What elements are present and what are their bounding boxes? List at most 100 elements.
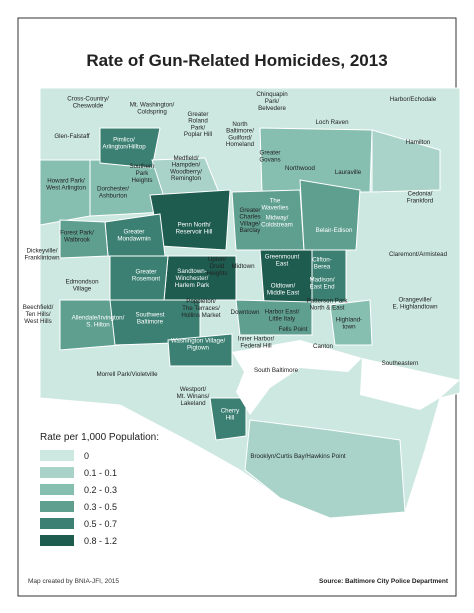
label-line: Medfield/ xyxy=(173,155,198,162)
label-line: Southern xyxy=(129,163,155,170)
neighborhood-label: Harbor East/Little Italy xyxy=(265,309,300,323)
label-line: The Terraces/ xyxy=(182,305,220,312)
neighborhood-label: Brooklyn/Curtis Bay/Hawkins Point xyxy=(250,453,346,460)
neighborhood-label: Downtown xyxy=(231,309,260,316)
neighborhood-label: Harbor/Echodale xyxy=(390,96,437,103)
neighborhood-label: Southwest Baltimore xyxy=(136,312,165,326)
label-line: Penn North/ xyxy=(177,222,210,229)
label-line: East xyxy=(276,260,289,267)
label-line: Federal Hill xyxy=(240,342,271,349)
neighborhood-label: Highland-town xyxy=(336,317,362,331)
label-line: Ashburton xyxy=(99,192,128,199)
label-line: Rosemont xyxy=(132,275,160,282)
neighborhood-label: Canton xyxy=(313,343,334,350)
label-line: Southwest xyxy=(136,312,165,319)
label-line: Canton xyxy=(313,343,334,350)
label-line: S. Hilton xyxy=(86,321,110,328)
label-line: Oldtown/ xyxy=(271,283,296,290)
legend-title: Rate per 1,000 Population: xyxy=(40,432,159,443)
label-line: Loch Raven xyxy=(315,119,349,126)
label-line: Greater xyxy=(136,269,157,276)
neighborhood-label: Westport/Mt. Winans/Lakeland xyxy=(177,386,210,407)
label-line: Patterson Park xyxy=(307,298,349,305)
neighborhood-label: Midway/Coldstream xyxy=(261,215,293,229)
label-line: Allendale/Irvington/ xyxy=(72,315,125,322)
label-line: Inner Harbor/ xyxy=(238,336,275,343)
legend: Rate per 1,000 Population: 0 0.1 - 0.1 0.2… xyxy=(40,432,159,546)
legend-label: 0.5 - 0.7 xyxy=(84,519,117,529)
harbor xyxy=(232,340,362,415)
label-line: Little Italy xyxy=(269,315,296,322)
label-line: Greater xyxy=(260,150,281,157)
district xyxy=(235,299,313,336)
neighborhood-label: Upton/Druid Heights xyxy=(207,256,228,277)
neighborhood-label: South Baltimore xyxy=(254,367,299,374)
neighborhood-label: Sandtown-Winchester/Harlem Park xyxy=(175,268,210,289)
label-line: Mt. Winans/ xyxy=(177,393,210,400)
label-line: Greater xyxy=(188,111,209,118)
label-line: Waverlies xyxy=(262,204,289,211)
map xyxy=(39,87,461,519)
neighborhood-label: Poppleton/The Terraces/Hollins Market xyxy=(181,298,220,319)
neighborhood-label: Patterson Park North & East xyxy=(307,298,349,312)
neighborhood-label: Glen-Falstaff xyxy=(54,133,90,140)
label-line: Poppleton/ xyxy=(186,298,216,305)
label-line: Midtown xyxy=(231,263,255,270)
legend-swatch xyxy=(40,535,74,546)
label-line: Morrell Park/Violetville xyxy=(96,371,158,378)
label-line: Forest Park/ xyxy=(60,230,94,237)
neighborhood-label: Midtown xyxy=(231,263,255,270)
label-line: Glen-Falstaff xyxy=(54,133,90,140)
label-line: Druid xyxy=(210,263,225,270)
district xyxy=(167,333,233,367)
label-line: Cheswolde xyxy=(73,102,104,109)
label-line: Village xyxy=(73,285,92,292)
label-line: Downtown xyxy=(231,309,260,316)
label-line: Hampden/ xyxy=(172,162,201,169)
neighborhood-label: Orangeville/E. Highlandtown xyxy=(392,297,438,311)
label-line: Westport/ xyxy=(180,386,207,393)
neighborhood-label: Chinquapin Park/Belvedere xyxy=(256,91,288,112)
label-line: Harlem Park xyxy=(175,282,210,289)
label-line: town xyxy=(342,323,356,330)
label-line: Middle East xyxy=(267,289,300,296)
label-line: Harbor East/ xyxy=(265,309,300,316)
label-line: Berea xyxy=(314,263,331,270)
neighborhood-label: Cherry Hill xyxy=(221,408,240,422)
label-line: Washington Village/ xyxy=(171,338,226,345)
map-title: Rate of Gun-Related Homicides, 2013 xyxy=(86,51,387,70)
neighborhood-label: Clifton-Berea xyxy=(312,257,332,271)
neighborhood-label: Allendale/Irvington/S. Hilton xyxy=(72,315,125,329)
label-line: Edmondson xyxy=(65,279,99,286)
neighborhood-label: Mt. Washington/Coldspring xyxy=(130,102,175,116)
neighborhood-label: Greater Govans xyxy=(259,150,280,164)
district xyxy=(371,129,441,193)
label-line: Orangeville/ xyxy=(398,297,431,304)
label-line: North xyxy=(232,121,248,128)
legend-swatch xyxy=(40,484,74,495)
neighborhood-label: Cross-Country/Cheswolde xyxy=(67,96,109,110)
label-line: Pimlico/ xyxy=(113,137,135,144)
label-line: Northwood xyxy=(285,165,315,172)
label-line: Cross-Country/ xyxy=(67,96,109,103)
label-line: Ten Hills/ xyxy=(25,311,50,318)
neighborhood-label: Madison/East End xyxy=(309,277,335,291)
neighborhood-label: Belair-Edison xyxy=(316,227,353,234)
neighborhood-label: Morrell Park/Violetville xyxy=(96,371,158,378)
neighborhood-label: Washington Village/Pigtown xyxy=(171,338,226,352)
label-line: E. Highlandtown xyxy=(392,303,438,310)
label-line: Barclay xyxy=(240,227,262,234)
legend-swatch xyxy=(40,501,74,512)
legend-swatch xyxy=(40,467,74,478)
label-line: Lauraville xyxy=(335,169,362,176)
district xyxy=(59,219,109,259)
neighborhood-label: Medfield/Hampden/Woodberry/Remington xyxy=(170,155,202,182)
neighborhood-label: Fells Point xyxy=(279,326,308,333)
label-line: Franklintown xyxy=(24,254,60,261)
district xyxy=(244,419,406,519)
label-line: Roland xyxy=(188,118,208,125)
label-line: Arlington/Hilltop xyxy=(102,143,146,150)
label-line: Dorchester/ xyxy=(97,186,129,193)
label-line: Reservoir Hill xyxy=(176,228,213,235)
label-line: Charles xyxy=(239,214,260,221)
